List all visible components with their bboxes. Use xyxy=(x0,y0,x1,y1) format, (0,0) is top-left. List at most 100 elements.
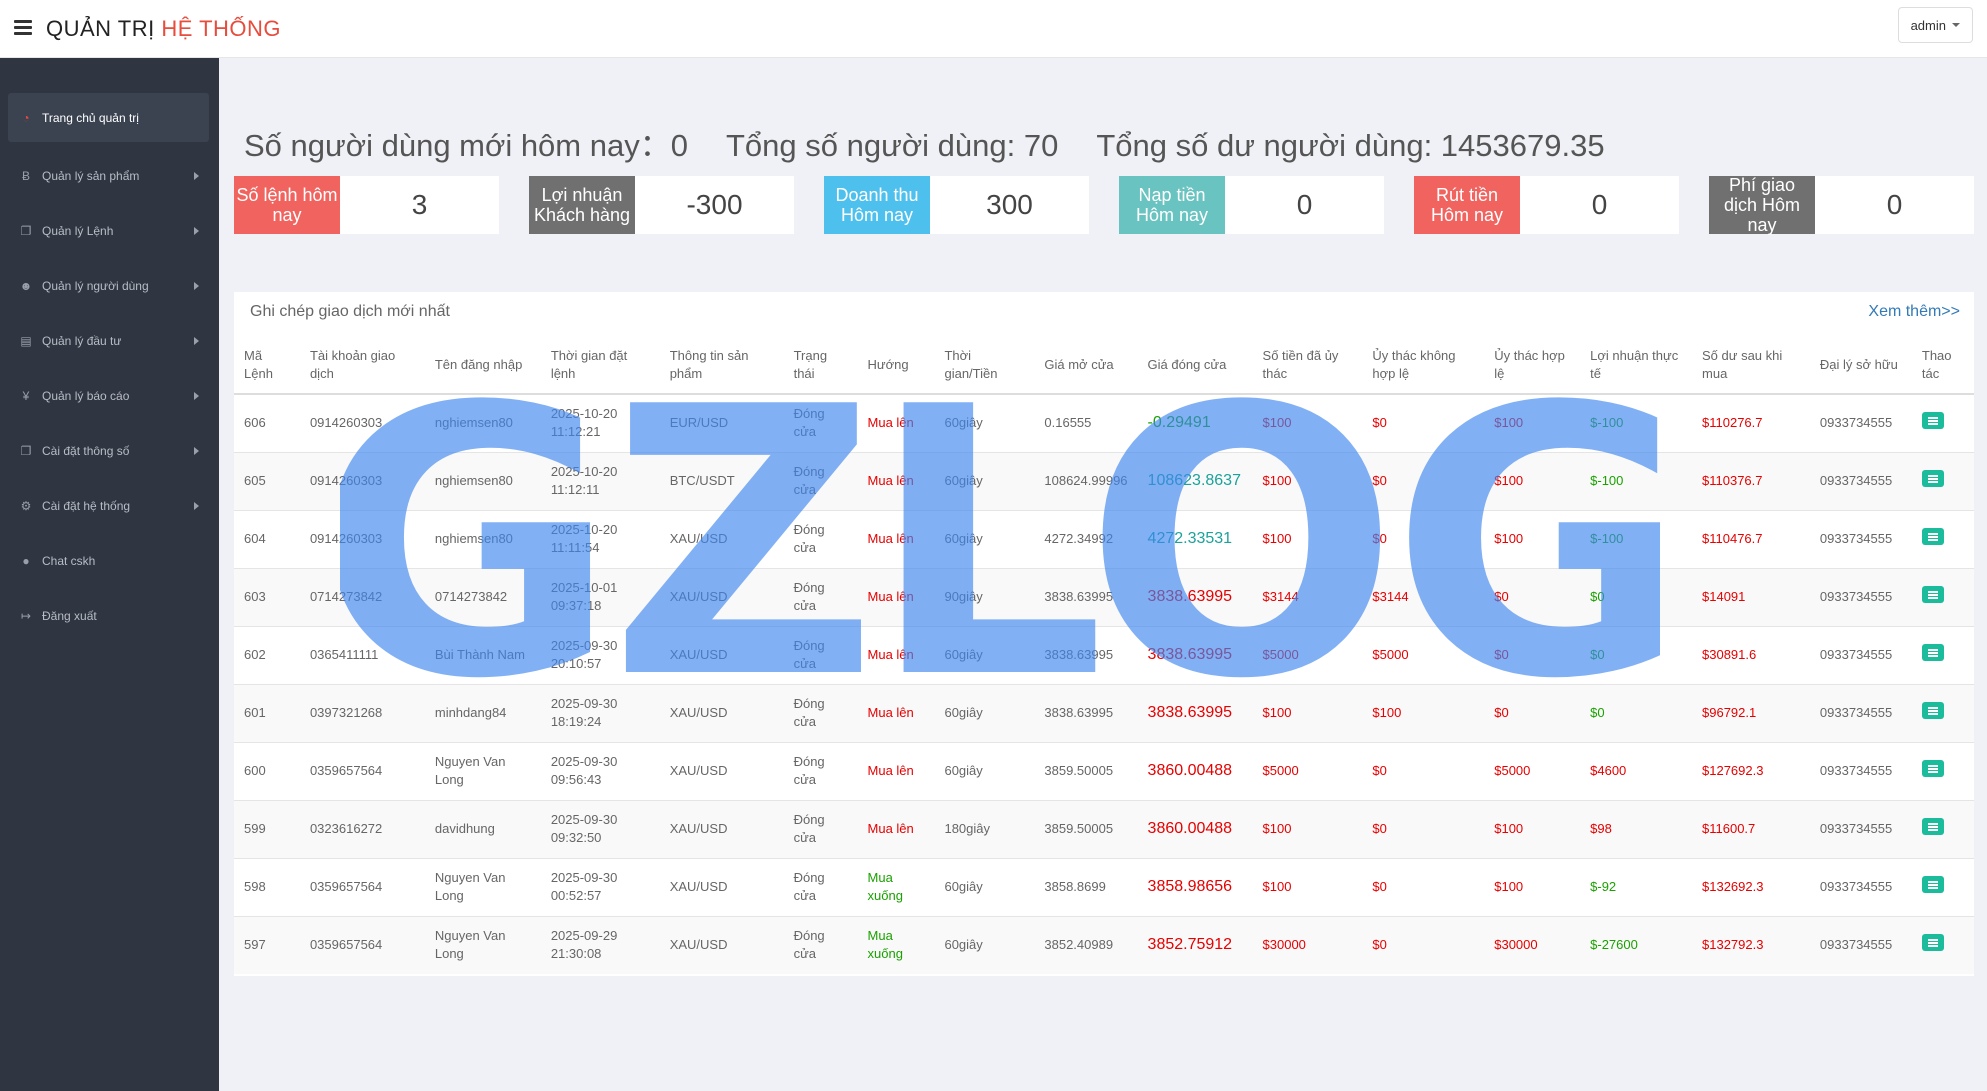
table-cell: 0914260303 xyxy=(299,509,425,568)
view-detail-icon[interactable] xyxy=(1921,470,1944,487)
table-cell: Nguyen Van Long xyxy=(424,741,541,800)
table-cell: XAU/USD xyxy=(659,683,784,742)
table-cell: $0 xyxy=(1362,451,1485,510)
view-detail-icon[interactable] xyxy=(1921,760,1944,777)
table-cell: 0933734555 xyxy=(1809,625,1912,684)
table-cell: $4600 xyxy=(1580,741,1693,800)
table-cell xyxy=(1911,625,1974,684)
table-cell: $100 xyxy=(1484,799,1581,858)
table-cell: 3838.63995 xyxy=(1034,625,1138,684)
view-detail-icon[interactable] xyxy=(1921,644,1944,661)
table-cell: 60giây xyxy=(934,393,1035,452)
view-detail-icon[interactable] xyxy=(1921,586,1944,603)
table-cell: $100 xyxy=(1252,683,1363,742)
table-cell: $100 xyxy=(1252,857,1363,916)
chevron-right-icon xyxy=(194,446,199,455)
table-cell: $100 xyxy=(1252,451,1363,510)
table-cell: 60giây xyxy=(934,625,1035,684)
sidebar-item-8[interactable]: ● Chat cskh xyxy=(8,533,209,588)
view-more-link[interactable]: Xem thêm>> xyxy=(1868,303,1960,320)
brand-title: QUẢN TRỊ HỆ THỐNG xyxy=(46,16,281,42)
table-cell: 3859.50005 xyxy=(1034,799,1138,858)
table-cell: 0933734555 xyxy=(1809,799,1912,858)
stat-card-label: Nạp tiền Hôm nay xyxy=(1119,176,1225,234)
table-cell: 0933734555 xyxy=(1809,683,1912,742)
table-cell: Đóng cửa xyxy=(783,741,858,800)
dashboard-icon: ◔ xyxy=(22,110,30,125)
table-cell: $132792.3 xyxy=(1692,915,1810,974)
stats-summary: Số người dùng mới hôm nay：0 Tổng số người… xyxy=(244,120,1643,165)
table-cell: 0359657564 xyxy=(299,915,425,974)
view-detail-icon[interactable] xyxy=(1921,876,1944,893)
user-menu-button[interactable]: admin xyxy=(1897,7,1973,43)
table-cell: 0933734555 xyxy=(1809,451,1912,510)
table-row: 597 0359657564 Nguyen Van Long 2025-09-29 2… xyxy=(234,915,1974,974)
table-cell: Mua xuống xyxy=(857,857,935,916)
stat-card-value: 300 xyxy=(986,189,1033,220)
table-cell: Mua lên xyxy=(857,799,935,858)
stat-card-value: 0 xyxy=(1296,189,1313,220)
stat-card-label: Doanh thu Hôm nay xyxy=(824,176,930,234)
table-row: 604 0914260303 nghiemsen80 2025-10-20 11:11… xyxy=(234,509,1974,568)
table-cell: XAU/USD xyxy=(659,915,784,974)
stat-card: Rút tiền Hôm nay 0 xyxy=(1414,176,1679,234)
view-detail-icon[interactable] xyxy=(1921,702,1944,719)
table-cell: Đóng cửa xyxy=(783,915,858,974)
table-cell: Mua lên xyxy=(857,683,935,742)
menu-toggle-icon[interactable] xyxy=(14,20,32,36)
view-detail-icon[interactable] xyxy=(1921,934,1944,952)
table-cell: $30000 xyxy=(1252,915,1363,974)
sidebar-item-5[interactable]: ¥ Quản lý báo cáo xyxy=(8,368,209,423)
sidebar-item-0[interactable]: ◔ Trang chủ quản trị xyxy=(8,93,209,142)
table-cell: nghiemsen80 xyxy=(424,393,541,452)
table-cell: 60giây xyxy=(934,509,1035,568)
table-cell: 60giây xyxy=(934,741,1035,800)
table-cell: $100 xyxy=(1484,393,1581,452)
sidebar-item-3[interactable]: ☻ Quản lý người dùng xyxy=(8,258,209,313)
sidebar-item-1[interactable]: Ƀ Quản lý sản phẩm xyxy=(8,148,209,203)
table-cell: 0365411111 xyxy=(299,625,425,684)
table-cell: $0 xyxy=(1362,393,1485,452)
yen-icon: ¥ xyxy=(22,388,30,403)
table-cell xyxy=(1911,451,1974,510)
table-cell: 0714273842 xyxy=(299,567,425,626)
table-cell xyxy=(1911,857,1974,916)
table-cell: 2025-10-01 09:37:18 xyxy=(540,567,660,626)
table-cell: 597 xyxy=(234,915,300,974)
stat-card: Doanh thu Hôm nay 300 xyxy=(824,176,1089,234)
table-cell: 3838.63995 xyxy=(1034,683,1138,742)
column-header: Thời gian/Tiền xyxy=(934,336,1035,395)
view-detail-icon[interactable] xyxy=(1921,412,1944,430)
view-detail-icon[interactable] xyxy=(1921,818,1944,835)
table-header-row: Mã Lệnh Tài khoản giao dịch Tên đăng nhập T… xyxy=(234,336,1974,395)
table-cell: $5000 xyxy=(1252,625,1363,684)
sidebar-item-label: Quản lý báo cáo xyxy=(42,388,130,403)
table-cell: nghiemsen80 xyxy=(424,451,541,510)
table-cell: davidhung xyxy=(424,799,541,858)
sidebar-item-2[interactable]: ❐ Quản lý Lệnh xyxy=(8,203,209,258)
table-cell: $110476.7 xyxy=(1692,509,1810,568)
table-cell: $-92 xyxy=(1580,857,1693,916)
table-cell: XAU/USD xyxy=(659,625,784,684)
table-cell: 4272.34992 xyxy=(1034,509,1138,568)
view-detail-icon[interactable] xyxy=(1921,528,1944,545)
table-cell: 0.16555 xyxy=(1034,393,1138,452)
table-cell: 601 xyxy=(234,683,300,742)
chevron-right-icon xyxy=(194,391,199,400)
table-cell: 2025-09-30 20:10:57 xyxy=(540,625,660,684)
table-cell: Mua lên xyxy=(857,741,935,800)
table-cell xyxy=(1911,393,1974,452)
table-cell: $-27600 xyxy=(1580,915,1693,974)
table-cell xyxy=(1911,509,1974,568)
sidebar-item-6[interactable]: ❐ Cài đặt thông số xyxy=(8,423,209,478)
sidebar-item-9[interactable]: ↦ Đăng xuất xyxy=(8,588,209,643)
sidebar-item-4[interactable]: ▤ Quản lý đầu tư xyxy=(8,313,209,368)
stat-card-label: Lợi nhuận Khách hàng xyxy=(529,176,635,234)
table-cell: 0323616272 xyxy=(299,799,425,858)
table-cell: 2025-09-30 09:32:50 xyxy=(540,799,660,858)
column-header: Tên đăng nhập xyxy=(424,336,541,395)
table-cell: 0359657564 xyxy=(299,857,425,916)
table-cell: Nguyen Van Long xyxy=(424,915,541,974)
sidebar-item-7[interactable]: ⚙ Cài đặt hệ thống xyxy=(8,478,209,533)
sidebar-item-label: Quản lý sản phẩm xyxy=(42,168,140,183)
